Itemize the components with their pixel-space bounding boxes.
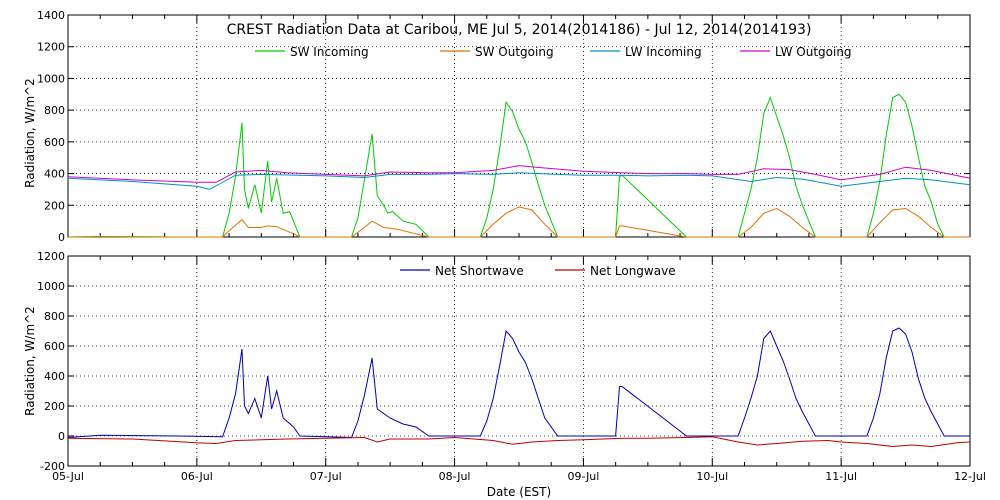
legend-label: Net Longwave: [590, 264, 676, 278]
x-tick-label: 06-Jul: [181, 470, 213, 483]
y-tick-label: 0: [58, 430, 65, 443]
legend-label: SW Outgoing: [475, 45, 554, 59]
legend-label: Net Shortwave: [435, 264, 524, 278]
y-tick-label: 400: [44, 370, 65, 383]
x-tick-label: 05-Jul: [52, 470, 84, 483]
y-tick-label: 400: [44, 168, 65, 181]
y-tick-label: 1000: [37, 72, 65, 85]
x-tick-label: 11-Jul: [825, 470, 857, 483]
x-tick-label: 07-Jul: [310, 470, 342, 483]
bottom-panel: -200 0 200 400 600 800 1000 1200 05-Jul 06-Jul 07-…: [37, 250, 986, 483]
y-tick-label: 800: [44, 310, 65, 323]
y-tick-label: 200: [44, 400, 65, 413]
x-tick-label: 08-Jul: [439, 470, 471, 483]
top-y-axis-label: Radiation, W/m^2: [23, 78, 37, 188]
y-tick-label: 600: [44, 340, 65, 353]
y-tick-label: 0: [58, 231, 65, 244]
y-tick-label: 1000: [37, 280, 65, 293]
y-tick-label: 1200: [37, 41, 65, 54]
x-tick-label: 09-Jul: [567, 470, 599, 483]
series-line-lw-outgoing: [67, 165, 971, 183]
bottom-y-axis-label: Radiation, W/m^2: [23, 306, 37, 416]
legend-label: LW Incoming: [625, 45, 702, 59]
plot-frame: [67, 255, 971, 467]
y-tick-label: -200: [40, 460, 65, 473]
series-line-net-shortwave: [67, 327, 970, 439]
series-line-net-longwave: [67, 436, 971, 448]
y-tick-label: 800: [44, 104, 65, 117]
legend-label: LW Outgoing: [775, 45, 852, 59]
x-axis-label: Date (EST): [487, 485, 551, 499]
chart-title: CREST Radiation Data at Caribou, ME Jul …: [227, 22, 812, 38]
legend-label: SW Incoming: [290, 45, 369, 59]
y-tick-label: 1400: [37, 9, 65, 22]
y-tick-label: 1200: [37, 250, 65, 263]
y-tick-label: 600: [44, 136, 65, 149]
top-panel: 0 200 400 600 800 1000 1200 1400 CREST Radiation…: [37, 9, 971, 244]
series-line-sw-outgoing: [67, 206, 970, 238]
series-line-sw-incoming: [67, 93, 970, 238]
y-tick-label: 200: [44, 199, 65, 212]
series-line-lw-incoming: [67, 172, 971, 190]
x-tick-label: 10-Jul: [696, 470, 728, 483]
x-tick-label: 12-Jul: [954, 470, 986, 483]
